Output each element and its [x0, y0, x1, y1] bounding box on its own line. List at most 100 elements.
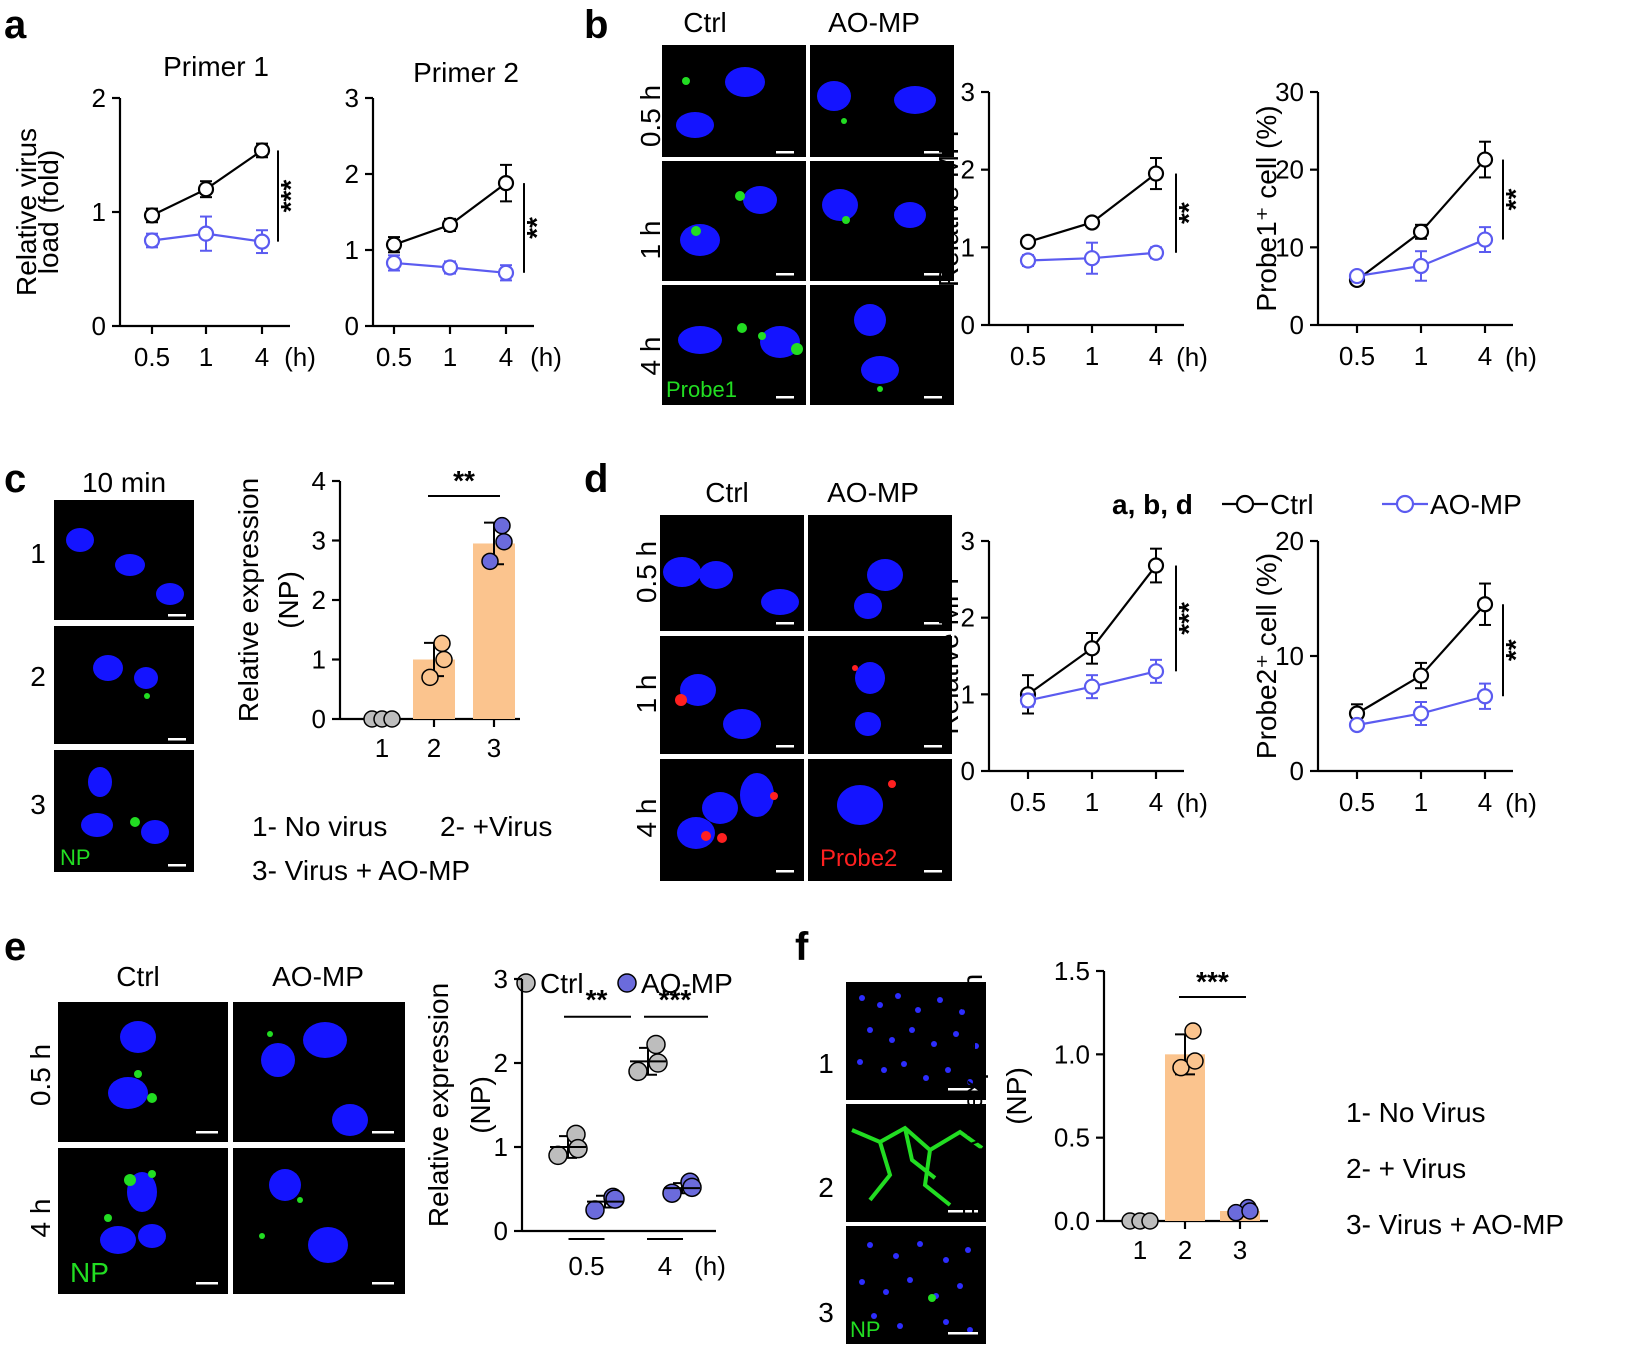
c-note-1: 1- No virus [252, 811, 387, 842]
d-signal [888, 780, 896, 788]
d-nucleus [723, 709, 761, 739]
c-nucleus [134, 667, 158, 689]
e-signal [267, 1031, 273, 1037]
bar-3 [473, 543, 515, 719]
e-nucleus [100, 1226, 136, 1254]
panel-letter-d: d [584, 457, 608, 501]
scale-bar [776, 151, 794, 154]
e-signal [134, 1070, 142, 1078]
legend-e: Ctrl AO-MP [516, 968, 733, 999]
f-note-2: 2- + Virus [1346, 1153, 1466, 1184]
d-nucleus [677, 817, 715, 849]
data-point-ctrl [497, 175, 515, 192]
panel-letter-a: a [4, 3, 27, 47]
y-axis-label: Relative MFI [933, 577, 964, 734]
y-tick-label: 0 [494, 1216, 508, 1246]
c-note-3: 3- Virus + AO-MP [252, 855, 470, 886]
c-signal [144, 693, 150, 699]
b-signal [682, 77, 690, 85]
x-tick-label: 1 [1414, 787, 1428, 817]
b-signal [737, 323, 747, 333]
data-point-ctrl [253, 142, 271, 159]
data-point [495, 532, 513, 551]
x-tick-label: 0.5 [1339, 341, 1375, 371]
data-point-ctrl [1147, 557, 1165, 574]
x-tick-label: 1 [1133, 1235, 1147, 1265]
y-tick-label: 3 [345, 83, 359, 113]
y-tick-label: 0 [1290, 756, 1304, 786]
legend-aomp-marker [1395, 494, 1415, 514]
y-tick-label: 2 [345, 159, 359, 189]
x-tick-label: 1 [1414, 341, 1428, 371]
e-row-4h: 4 h [25, 1199, 56, 1238]
legend-e-ctrl-marker [516, 973, 536, 993]
c-title: 10 min [82, 467, 166, 498]
data-point [383, 710, 401, 728]
c-nucleus [115, 554, 145, 576]
e-signal [259, 1233, 265, 1239]
data-point [481, 552, 499, 571]
y-tick-label: 2 [961, 155, 975, 185]
chart-b1: 0 1 2 3 Relative MFI 0.5 1 4 (h) ** [933, 77, 1208, 372]
data-point-ctrl [628, 1061, 648, 1082]
data-point-ao-mp [441, 259, 459, 276]
chart-title: Primer 1 [163, 51, 269, 82]
y-tick-label: 1 [961, 679, 975, 709]
x-tick-label: 0.5 [1010, 787, 1046, 817]
f-stain-label: NP [850, 1317, 881, 1342]
data-point-ao-mp [1412, 705, 1430, 722]
e-signal [297, 1197, 303, 1203]
b-signal [877, 386, 883, 392]
b-nucleus [894, 202, 926, 228]
y-axis-label: Relative expression [233, 478, 264, 722]
significance-label: ** [586, 984, 608, 1015]
f-network-signal [851, 1125, 984, 1207]
b-nucleus [861, 356, 899, 384]
c-image-2 [54, 626, 194, 744]
b-image-aomp-4h [810, 285, 954, 405]
chart-title: Primer 2 [413, 57, 519, 88]
panel-letter-f: f [795, 925, 809, 969]
y-tick-label: 3 [961, 526, 975, 556]
c-note-2: 2- +Virus [440, 811, 552, 842]
y-tick-label: 4 [312, 466, 326, 496]
b-row-05h: 0.5 h [635, 85, 666, 147]
y-tick-label: 0 [312, 704, 326, 734]
d-image-ctrl-4h [660, 759, 804, 881]
data-point [1172, 1058, 1190, 1077]
x-tick-label: 4 [255, 342, 269, 372]
d-signal [852, 665, 858, 671]
d-image-aomp-4h [808, 759, 952, 881]
data-point-ctrl [197, 181, 215, 198]
d-row-4h: 4 h [631, 799, 662, 838]
x-tick-label: 4 [499, 342, 513, 372]
scale-bar [776, 396, 794, 399]
data-point [1186, 1052, 1204, 1070]
d-signal [770, 792, 778, 800]
y-tick-label: 1 [961, 232, 975, 262]
legend-aomp-label: AO-MP [1430, 489, 1522, 520]
scale-bar [948, 1210, 978, 1213]
significance-label: *** [1173, 602, 1204, 635]
series-line-ctrl [1356, 603, 1486, 715]
series-line-ctrl [1027, 172, 1157, 243]
chart-a2: 0 1 2 3 Primer 2 0.5 1 4 (h) ** [345, 57, 562, 372]
y-tick-label: 0 [345, 311, 359, 341]
data-point [433, 634, 451, 653]
d-nucleus [854, 593, 882, 619]
x-tick-label: 3 [487, 733, 501, 763]
y-axis-label: Relative expression [957, 974, 988, 1218]
x-tick-label: 3 [1233, 1235, 1247, 1265]
x-tick-label: 1 [443, 342, 457, 372]
d-row-1h: 1 h [631, 675, 662, 714]
b-nucleus [676, 112, 714, 138]
x-unit-label: (h) [284, 342, 316, 372]
d-nucleus [837, 785, 883, 825]
b-row-4h: 4 h [635, 337, 666, 376]
e-signal [124, 1174, 136, 1186]
scale-bar [168, 864, 186, 867]
e-image-aomp-4h [233, 1148, 405, 1294]
data-point-ctrl [648, 1053, 668, 1073]
